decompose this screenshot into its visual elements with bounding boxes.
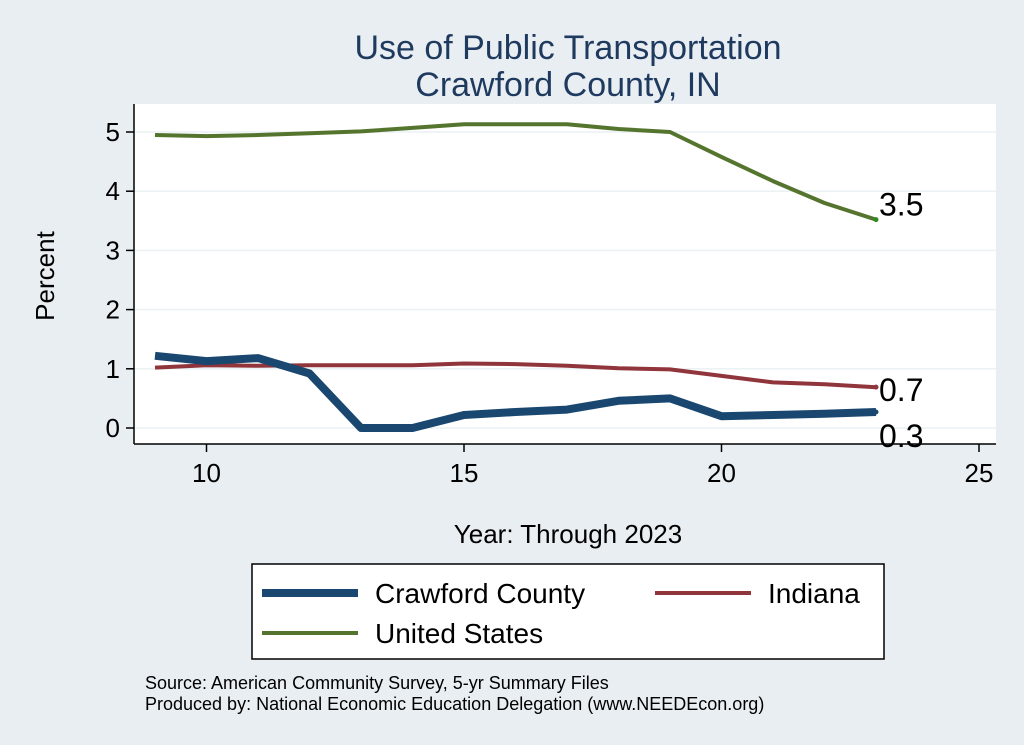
series-line-united-states (154, 122, 877, 222)
end-label-indiana: 0.7 (879, 372, 923, 408)
legend: Crawford County Indiana United States (251, 563, 885, 660)
legend-box (251, 563, 885, 660)
series-line-crawford-county (154, 351, 877, 432)
chart-title-line-1: Use of Public Transportation (354, 29, 781, 67)
y-tick-label-5: 5 (106, 117, 120, 147)
axes: 0 1 2 3 4 5 10 15 20 25 (106, 104, 996, 488)
legend-label-crawford-county: Crawford County (375, 578, 585, 609)
legend-label-indiana: Indiana (768, 578, 860, 609)
x-tick-label-20: 20 (707, 458, 736, 488)
end-point-indiana (873, 384, 879, 390)
source-note: Source: American Community Survey, 5-yr … (145, 673, 609, 693)
end-labels: 0.3 0.7 3.5 (873, 187, 923, 454)
plot-area (134, 104, 996, 444)
gridlines (134, 131, 996, 429)
y-tick-label-2: 2 (106, 295, 120, 325)
end-label-united-states: 3.5 (879, 187, 923, 223)
y-tick-label-3: 3 (106, 235, 120, 265)
y-tick-label-0: 0 (106, 413, 120, 443)
x-axis-label: Year: Through 2023 (454, 519, 682, 549)
legend-label-united-states: United States (375, 618, 543, 649)
x-tick-label-10: 10 (192, 458, 221, 488)
series-lines (154, 122, 877, 432)
end-label-crawford-county: 0.3 (879, 418, 923, 454)
x-tick-label-25: 25 (965, 458, 994, 488)
end-point-united-states (873, 217, 879, 223)
x-tick-label-15: 15 (450, 458, 479, 488)
end-point-crawford-county (873, 409, 879, 415)
chart-title-line-2: Crawford County, IN (415, 66, 720, 104)
chart-title: Use of Public Transportation Crawford Co… (354, 29, 781, 104)
y-tick-label-1: 1 (106, 354, 120, 384)
source-notes: Source: American Community Survey, 5-yr … (145, 673, 764, 714)
y-axis-label: Percent (30, 230, 60, 320)
y-tick-label-4: 4 (106, 176, 120, 206)
producer-note: Produced by: National Economic Education… (145, 694, 764, 714)
